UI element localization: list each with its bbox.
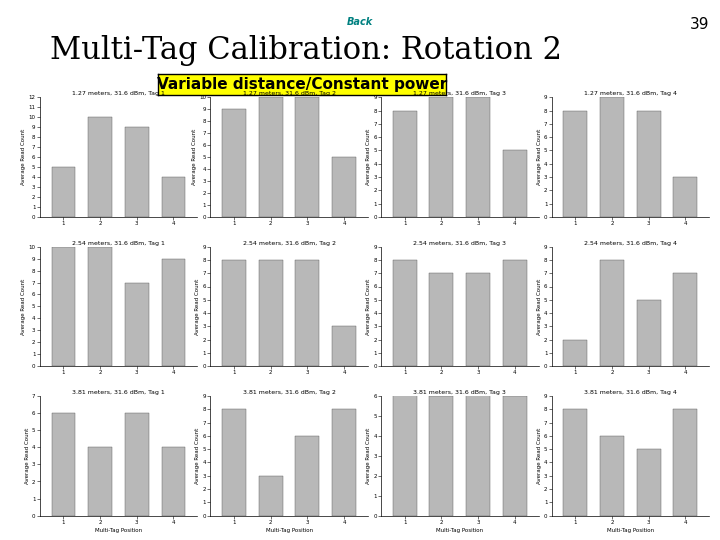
Title: 2.54 meters, 31.6 dBm, Tag 2: 2.54 meters, 31.6 dBm, Tag 2: [243, 240, 336, 246]
Title: 1.27 meters, 31.6 dBm, Tag 4: 1.27 meters, 31.6 dBm, Tag 4: [584, 91, 677, 96]
X-axis label: Multi-Tag Position: Multi-Tag Position: [266, 528, 312, 532]
Bar: [125, 413, 149, 516]
Bar: [673, 273, 697, 366]
Bar: [222, 109, 246, 217]
Y-axis label: Average Read Count: Average Read Count: [196, 278, 200, 335]
Bar: [161, 177, 185, 217]
Y-axis label: Average Read Count: Average Read Count: [196, 428, 200, 484]
Bar: [673, 177, 697, 217]
Bar: [636, 300, 661, 366]
Title: 3.81 meters, 31.6 dBm, Tag 3: 3.81 meters, 31.6 dBm, Tag 3: [413, 390, 506, 395]
X-axis label: Multi-Tag Position: Multi-Tag Position: [436, 528, 483, 532]
X-axis label: Multi-Tag Position: Multi-Tag Position: [607, 528, 654, 532]
Bar: [636, 111, 661, 217]
Y-axis label: Average Read Count: Average Read Count: [537, 428, 541, 484]
Bar: [600, 436, 624, 516]
Bar: [88, 247, 112, 366]
Bar: [466, 376, 490, 516]
Bar: [466, 97, 490, 217]
Title: 2.54 meters, 31.6 dBm, Tag 1: 2.54 meters, 31.6 dBm, Tag 1: [72, 240, 165, 246]
Bar: [503, 260, 526, 366]
Bar: [52, 413, 76, 516]
Bar: [258, 476, 283, 516]
Bar: [429, 273, 454, 366]
Y-axis label: Average Read Count: Average Read Count: [192, 129, 197, 185]
Bar: [429, 396, 454, 516]
Title: 1.27 meters, 31.6 dBm, Tag 1: 1.27 meters, 31.6 dBm, Tag 1: [72, 91, 165, 96]
Bar: [429, 97, 454, 217]
Text: 39: 39: [690, 17, 709, 32]
Bar: [295, 97, 320, 217]
Bar: [393, 356, 417, 516]
Title: 2.54 meters, 31.6 dBm, Tag 3: 2.54 meters, 31.6 dBm, Tag 3: [413, 240, 506, 246]
Y-axis label: Average Read Count: Average Read Count: [366, 278, 371, 335]
Y-axis label: Average Read Count: Average Read Count: [366, 428, 371, 484]
Bar: [161, 259, 185, 366]
Bar: [466, 273, 490, 366]
Bar: [295, 436, 320, 516]
Y-axis label: Average Read Count: Average Read Count: [22, 278, 27, 335]
Bar: [503, 396, 526, 516]
Title: 3.81 meters, 31.6 dBm, Tag 4: 3.81 meters, 31.6 dBm, Tag 4: [584, 390, 677, 395]
Y-axis label: Average Read Count: Average Read Count: [537, 129, 541, 185]
Y-axis label: Average Read Count: Average Read Count: [537, 278, 541, 335]
Text: Back: Back: [347, 17, 373, 28]
Title: 2.54 meters, 31.6 dBm, Tag 4: 2.54 meters, 31.6 dBm, Tag 4: [584, 240, 677, 246]
Bar: [125, 282, 149, 366]
Title: 3.81 meters, 31.6 dBm, Tag 2: 3.81 meters, 31.6 dBm, Tag 2: [243, 390, 336, 395]
Bar: [393, 111, 417, 217]
Bar: [393, 260, 417, 366]
Bar: [52, 247, 76, 366]
Bar: [258, 260, 283, 366]
X-axis label: Multi-Tag Position: Multi-Tag Position: [95, 528, 142, 532]
Bar: [332, 157, 356, 217]
Bar: [564, 409, 588, 516]
Bar: [332, 326, 356, 366]
Bar: [222, 260, 246, 366]
Bar: [161, 447, 185, 516]
Bar: [503, 151, 526, 217]
Bar: [564, 340, 588, 366]
Bar: [332, 409, 356, 516]
Bar: [600, 260, 624, 366]
Title: 1.27 meters, 31.6 dBm, Tag 2: 1.27 meters, 31.6 dBm, Tag 2: [243, 91, 336, 96]
Bar: [673, 409, 697, 516]
Text: Variable distance/Constant power: Variable distance/Constant power: [157, 77, 448, 92]
Y-axis label: Average Read Count: Average Read Count: [22, 129, 27, 185]
Bar: [636, 449, 661, 516]
Text: Multi-Tag Calibration: Rotation 2: Multi-Tag Calibration: Rotation 2: [50, 35, 562, 66]
Bar: [52, 167, 76, 217]
Bar: [258, 97, 283, 217]
Bar: [88, 447, 112, 516]
Bar: [88, 117, 112, 217]
Title: 3.81 meters, 31.6 dBm, Tag 1: 3.81 meters, 31.6 dBm, Tag 1: [72, 390, 165, 395]
Title: 1.27 meters, 31.6 dBm, Tag 3: 1.27 meters, 31.6 dBm, Tag 3: [413, 91, 506, 96]
Bar: [600, 97, 624, 217]
Bar: [564, 111, 588, 217]
Bar: [295, 260, 320, 366]
Bar: [125, 127, 149, 217]
Y-axis label: Average Read Count: Average Read Count: [366, 129, 371, 185]
Y-axis label: Average Read Count: Average Read Count: [25, 428, 30, 484]
Bar: [222, 409, 246, 516]
